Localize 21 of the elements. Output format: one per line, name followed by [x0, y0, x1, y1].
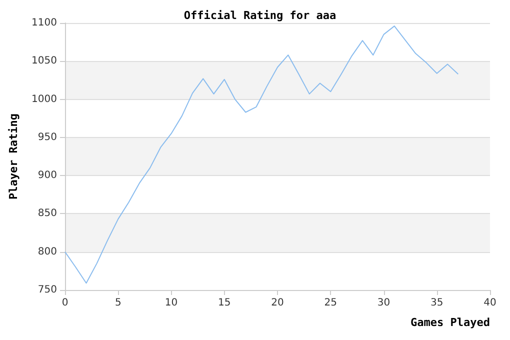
- line-series: [64, 26, 459, 284]
- x-tick-label: 10: [164, 298, 178, 308]
- y-tick-label: 1000: [32, 94, 57, 105]
- y-tick-label: 850: [38, 208, 57, 220]
- y-axis-title: Player Rating: [7, 113, 20, 200]
- y-tick-label: 1050: [32, 56, 57, 67]
- y-tick-label: 950: [38, 132, 57, 143]
- x-tick-label: 0: [62, 298, 68, 308]
- y-tick-label: 800: [38, 246, 57, 258]
- y-tick-label: 750: [38, 284, 57, 296]
- y-tick-label: 1100: [32, 18, 57, 28]
- x-tick-label: 20: [271, 298, 284, 308]
- chart-title: Official Rating for aaa: [184, 9, 336, 22]
- x-tick-label: 15: [218, 298, 231, 308]
- x-tick-label: 40: [484, 298, 496, 308]
- y-tick-label: 900: [38, 170, 57, 182]
- x-tick-label: 25: [324, 298, 337, 308]
- x-axis-title: Games Played: [410, 316, 490, 329]
- x-tick-label: 35: [430, 298, 444, 308]
- x-tick-label: 5: [114, 298, 122, 308]
- x-tick-label: 30: [377, 298, 390, 308]
